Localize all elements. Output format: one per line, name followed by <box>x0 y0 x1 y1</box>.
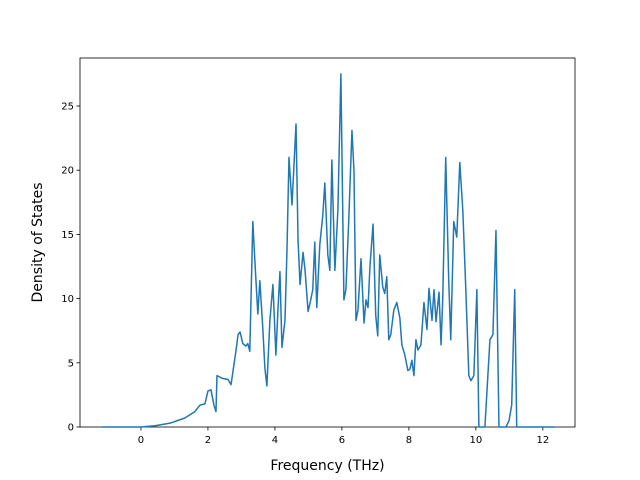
x-tick-label: 0 <box>138 435 144 446</box>
x-tick-label: 2 <box>205 435 211 446</box>
y-axis-label: Density of States <box>30 183 46 303</box>
y-tick-label: 15 <box>61 230 74 241</box>
x-axis-label: Frequency (THz) <box>270 458 384 474</box>
y-tick-label: 10 <box>61 294 74 305</box>
x-tick-label: 4 <box>272 435 278 446</box>
x-tick-label: 12 <box>536 435 549 446</box>
axes-frame <box>79 57 576 428</box>
x-tick-label: 10 <box>469 435 482 446</box>
y-tick-label: 0 <box>68 423 74 434</box>
y-tick-label: 20 <box>61 166 74 177</box>
data-line <box>102 73 555 428</box>
y-tick-label: 5 <box>68 358 74 369</box>
x-tick-label: 6 <box>339 435 345 446</box>
y-tick-label: 25 <box>61 102 74 113</box>
x-tick-label: 8 <box>406 435 412 446</box>
